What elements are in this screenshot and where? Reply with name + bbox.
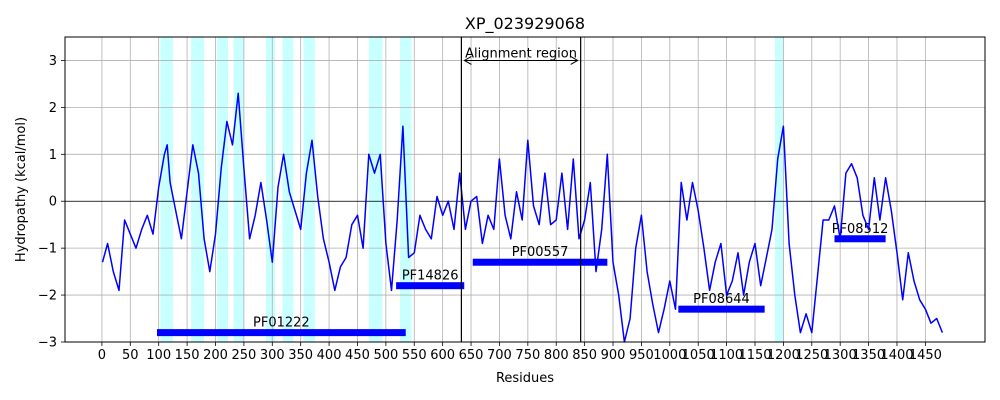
x-tick-label-600: 600 xyxy=(430,348,455,363)
domain-bar-pf08644 xyxy=(678,305,765,313)
x-tick-label-900: 900 xyxy=(601,348,626,363)
x-tick-label-550: 550 xyxy=(402,348,427,363)
axis-ticks: 0 50 100 150 200 250 300 350 400 450 500 550 600 650 7… xyxy=(38,54,942,363)
x-tick-label-1350: 1350 xyxy=(852,348,885,363)
hydropathy-series xyxy=(101,92,944,343)
y-tick-label-1: 1 xyxy=(49,148,57,163)
y-axis-label: Hydropathy (kcal/mol) xyxy=(14,117,29,262)
x-tick-label-500: 500 xyxy=(373,348,398,363)
x-tick-label-0: 0 xyxy=(98,348,106,363)
x-tick-label-850: 850 xyxy=(572,348,597,363)
domain-bar-pf08512 xyxy=(834,235,886,243)
hydropathy-line xyxy=(101,92,944,343)
domain-label-pf08512: PF08512 xyxy=(832,222,889,237)
x-tick-label-1200: 1200 xyxy=(767,348,800,363)
domain-bars: PF01222 PF14826 PF00557 PF08644 PF08512 xyxy=(157,222,889,337)
x-tick-label-1400: 1400 xyxy=(880,348,913,363)
x-tick-label-400: 400 xyxy=(317,348,342,363)
x-tick-label-100: 100 xyxy=(146,348,171,363)
domain-label-pf01222: PF01222 xyxy=(253,316,310,331)
x-tick-label-350: 350 xyxy=(288,348,313,363)
domain-bar-pf14826 xyxy=(396,282,465,290)
hydrophobic-band-6 xyxy=(282,37,294,342)
x-tick-label-1050: 1050 xyxy=(682,348,715,363)
x-tick-label-1450: 1450 xyxy=(909,348,942,363)
x-tick-label-700: 700 xyxy=(487,348,512,363)
x-tick-label-1000: 1000 xyxy=(653,348,686,363)
x-tick-label-250: 250 xyxy=(231,348,256,363)
x-tick-label-1150: 1150 xyxy=(738,348,771,363)
hydrophobic-band-4 xyxy=(233,37,244,342)
domain-bar-pf01222 xyxy=(157,329,406,337)
domain-bar-pf00557 xyxy=(472,258,608,266)
alignment-region-annotation: Alignment region xyxy=(460,37,582,342)
y-tick-label-0: 0 xyxy=(49,195,57,210)
domain-label-pf14826: PF14826 xyxy=(402,269,459,284)
alignment-arrow-right-head xyxy=(570,56,579,65)
plot-frame xyxy=(64,36,986,343)
y-tick-label-3: 3 xyxy=(49,54,57,69)
x-tick-label-1100: 1100 xyxy=(710,348,743,363)
domain-label-pf08644: PF08644 xyxy=(693,292,750,307)
x-tick-label-450: 450 xyxy=(345,348,370,363)
x-tick-label-950: 950 xyxy=(629,348,654,363)
hydrophobic-band-8 xyxy=(368,37,383,342)
x-tick-label-150: 150 xyxy=(175,348,200,363)
hydrophobic-band-1 xyxy=(160,37,173,342)
hydrophobic-band-2 xyxy=(191,37,205,342)
y-tick-label--1: −1 xyxy=(38,242,57,257)
chart-title: XP_023929068 xyxy=(465,14,585,34)
domain-label-pf00557: PF00557 xyxy=(512,245,569,260)
x-tick-label-1300: 1300 xyxy=(824,348,857,363)
y-tick-label-2: 2 xyxy=(49,101,57,116)
hydrophobic-band-7 xyxy=(303,37,315,342)
alignment-arrow-left-head xyxy=(463,56,472,65)
x-tick-label-300: 300 xyxy=(260,348,285,363)
x-tick-label-800: 800 xyxy=(544,348,569,363)
x-tick-label-50: 50 xyxy=(122,348,139,363)
hydrophobic-band-3 xyxy=(217,37,228,342)
x-axis-label: Residues xyxy=(496,371,554,386)
x-tick-label-1250: 1250 xyxy=(795,348,828,363)
x-tick-label-750: 750 xyxy=(515,348,540,363)
y-tick-label--2: −2 xyxy=(38,289,57,304)
y-tick-label--3: −3 xyxy=(38,336,57,351)
x-tick-label-650: 650 xyxy=(459,348,484,363)
hydrophobic-band-5 xyxy=(266,37,276,342)
x-tick-label-200: 200 xyxy=(203,348,228,363)
hydrophobic-band-10 xyxy=(774,37,784,342)
alignment-region-label: Alignment region xyxy=(465,46,577,61)
